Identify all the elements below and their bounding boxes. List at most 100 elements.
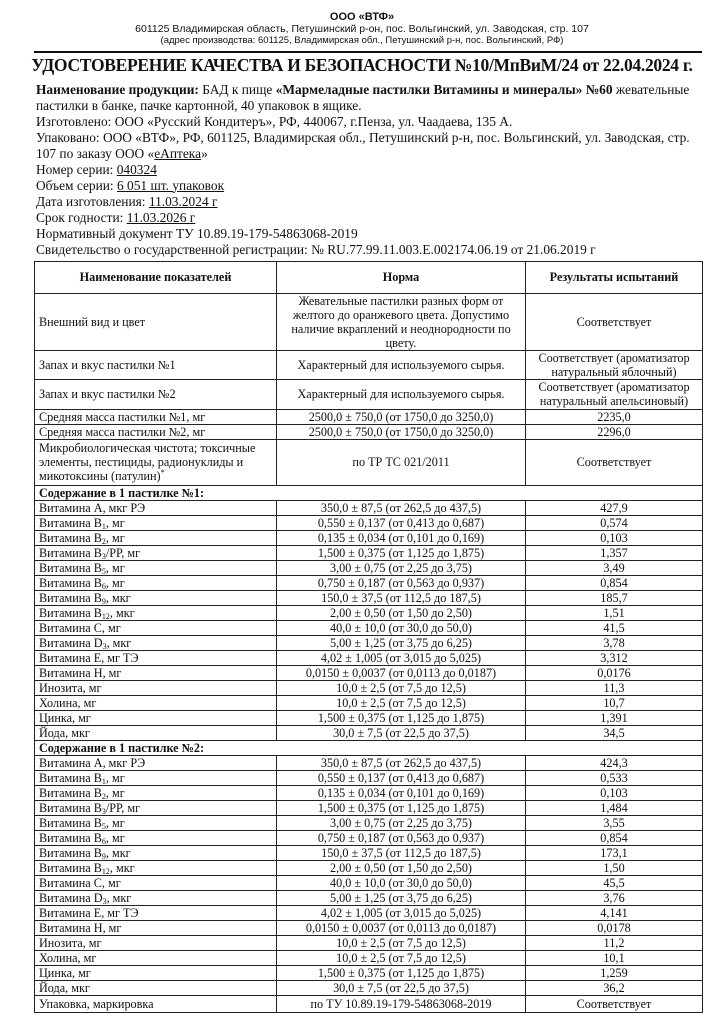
norm-cell: 4,02 ± 1,005 (от 3,015 до 5,025) [276,649,526,666]
nutrient-name: Витамина С [39,620,102,635]
indicator-cell: Витамина В9, мкг [34,589,277,606]
indicator-cell: Средняя масса пастилки №2, мг [34,423,277,440]
nutrient-unit: /РР, мг [105,800,141,815]
result-cell: Соответствует [525,994,703,1013]
result-cell: 424,3 [525,754,703,771]
nutrient-name: Витамина Е [39,650,102,665]
result-cell: 1,357 [525,544,703,561]
vitamin-row: Витамина Е, мг ТЭ 4,02 ± 1,005 (от 3,015 … [34,904,703,921]
vitamin-row: Инозита, мг 10,0 ± 2,5 (от 7,5 до 12,5) 11… [34,934,703,951]
norm-cell: 1,500 ± 0,375 (от 1,125 до 1,875) [276,964,526,981]
nutrient-unit: , мг [105,530,125,545]
indicator-cell: Инозита, мг [34,679,277,696]
nutrient-name: Холина [39,950,78,965]
nutrient-name: Витамина В [39,830,102,845]
nutrient-unit: , мг [101,620,121,635]
vitamin-row: Витамина В9, мкг 150,0 ± 37,5 (от 112,5 д… [34,844,703,861]
norm-cell: 40,0 ± 10,0 (от 30,0 до 50,0) [276,619,526,636]
indicator-cell: Витамина В5, мг [34,559,277,576]
nutrient-unit: , мг [105,785,125,800]
nutrient-unit: , мг ТЭ [101,905,139,920]
indicator-cell: Витамина В1, мг [34,769,277,786]
norm-cell: 0,0150 ± 0,0037 (от 0,0113 до 0,0187) [276,919,526,936]
nutrient-name: Витамина В [39,530,102,545]
nutrient-name: Инозита [39,935,83,950]
vitamin-row: Витамина С, мг 40,0 ± 10,0 (от 30,0 до 50… [34,619,703,636]
nutrient-unit: , мг [105,560,125,575]
vitamin-row: Витамина Н, мг 0,0150 ± 0,0037 (от 0,0113… [34,919,703,936]
result-cell: 36,2 [525,979,703,996]
nutrient-unit: /РР, мг [105,545,141,560]
result-cell: 0,854 [525,829,703,846]
nutrient-name: Витамина Н [39,920,103,935]
result-cell: 4,141 [525,904,703,921]
product-prefix: БАД к пище [202,81,273,97]
result-cell: 173,1 [525,844,703,861]
nutrient-unit: , мкг [65,980,90,995]
result-cell: 0,103 [525,529,703,546]
batch-label: Номер серии: [36,161,117,177]
volume-label: Объем серии: [36,177,117,193]
table-body: Внешний вид и цвет Жевательные пастилки р… [34,292,703,1013]
nutrient-unit: , мг [105,575,125,590]
indicator-cell: Витамина В12, мкг [34,859,277,876]
nutrient-name: Витамина А [39,500,103,515]
nutrient-name: Витамина В [39,605,102,620]
indicator-cell: Холина, мг [34,694,277,711]
product-label: Наименование продукции: [36,81,199,97]
nutrient-name: Витамина В [39,785,102,800]
vitamin-row: Витамина В3/РР, мг 1,500 ± 0,375 (от 1,12… [34,799,703,816]
nutrient-name: Витамина Е [39,905,102,920]
result-cell: 2235,0 [525,408,703,425]
result-cell: 3,49 [525,559,703,576]
nutrient-subscript: 3 [102,896,107,906]
packed-client: еАптека [154,145,202,161]
nutrient-subscript: 2 [101,791,106,801]
nutrient-unit: , мг [82,680,102,695]
vitamin-row: Витамина В5, мг 3,00 ± 0,75 (от 2,25 до 3… [34,559,703,576]
nutrient-name: Инозита [39,680,83,695]
nutrient-name: Витамина А [39,755,103,770]
manufacture-date: 11.03.2024 г [148,193,218,209]
vitamin-row: Витамина В9, мкг 150,0 ± 37,5 (от 112,5 д… [34,589,703,606]
nutrient-name: Витамина D [39,635,103,650]
table-row: Микробиологическая чистота; токсичные эл… [34,438,703,486]
indicator-cell: Витамина D3, мкг [34,889,277,906]
vitamin-row: Йода, мкг 30,0 ± 7,5 (от 22,5 до 37,5) 36,… [34,979,703,996]
norm-cell: 0,0150 ± 0,0037 (от 0,0113 до 0,0187) [276,664,526,681]
norm-cell: 0,750 ± 0,187 (от 0,563 до 0,937) [276,829,526,846]
norm-cell: 0,750 ± 0,187 (от 0,563 до 0,937) [276,574,526,591]
norm-cell: 2500,0 ± 750,0 (от 1750,0 до 3250,0) [276,423,526,440]
indicator-cell: Витамина В5, мг [34,814,277,831]
nutrient-subscript: 2 [101,536,106,546]
indicator-cell: Витамина В3/РР, мг [34,799,277,816]
nutrient-subscript: 6 [101,581,106,591]
batch-line: Номер серии: 040324 [36,162,702,178]
expiry-date: 11.03.2026 г [126,209,196,225]
result-cell: 0,574 [525,514,703,531]
vitamin-row: Витамина В3/РР, мг 1,500 ± 0,375 (от 1,12… [34,544,703,561]
vitamin-row: Витамина В12, мкг 2,00 ± 0,50 (от 1,50 до… [34,859,703,876]
norm-cell: Характерный для используемого сырья. [276,378,526,410]
indicator-name: Микробиологическая чистота; токсичные эл… [39,441,256,483]
vitamin-row: Витамина А, мкг РЭ 350,0 ± 87,5 (от 262,5… [34,754,703,771]
norm-cell: 5,00 ± 1,25 (от 3,75 до 6,25) [276,889,526,906]
result-cell: 10,7 [525,694,703,711]
indicator-cell: Цинка, мг [34,709,277,726]
result-cell: 0,0176 [525,664,703,681]
manufactured: Изготовлено: ООО «Русский Кондитеръ», РФ… [36,113,513,129]
header-divider [34,50,702,53]
indicator-cell: Витамина Н, мг [34,919,277,936]
norm-cell: по ТР ТС 021/2011 [276,438,526,486]
indicator-cell: Витамина В3/РР, мг [34,544,277,561]
indicator-cell: Витамина В6, мг [34,829,277,846]
nutrient-unit: , мг [101,875,121,890]
nutrient-subscript: 3 [101,806,106,816]
result-cell: 11,3 [525,679,703,696]
nutrient-name: Йода [39,725,66,740]
result-cell: 1,51 [525,604,703,621]
nutrient-name: Витамина В [39,515,102,530]
nutrient-unit: , мг [72,710,91,725]
result-cell: 1,50 [525,859,703,876]
nutrient-name: Витамина D [39,890,103,905]
